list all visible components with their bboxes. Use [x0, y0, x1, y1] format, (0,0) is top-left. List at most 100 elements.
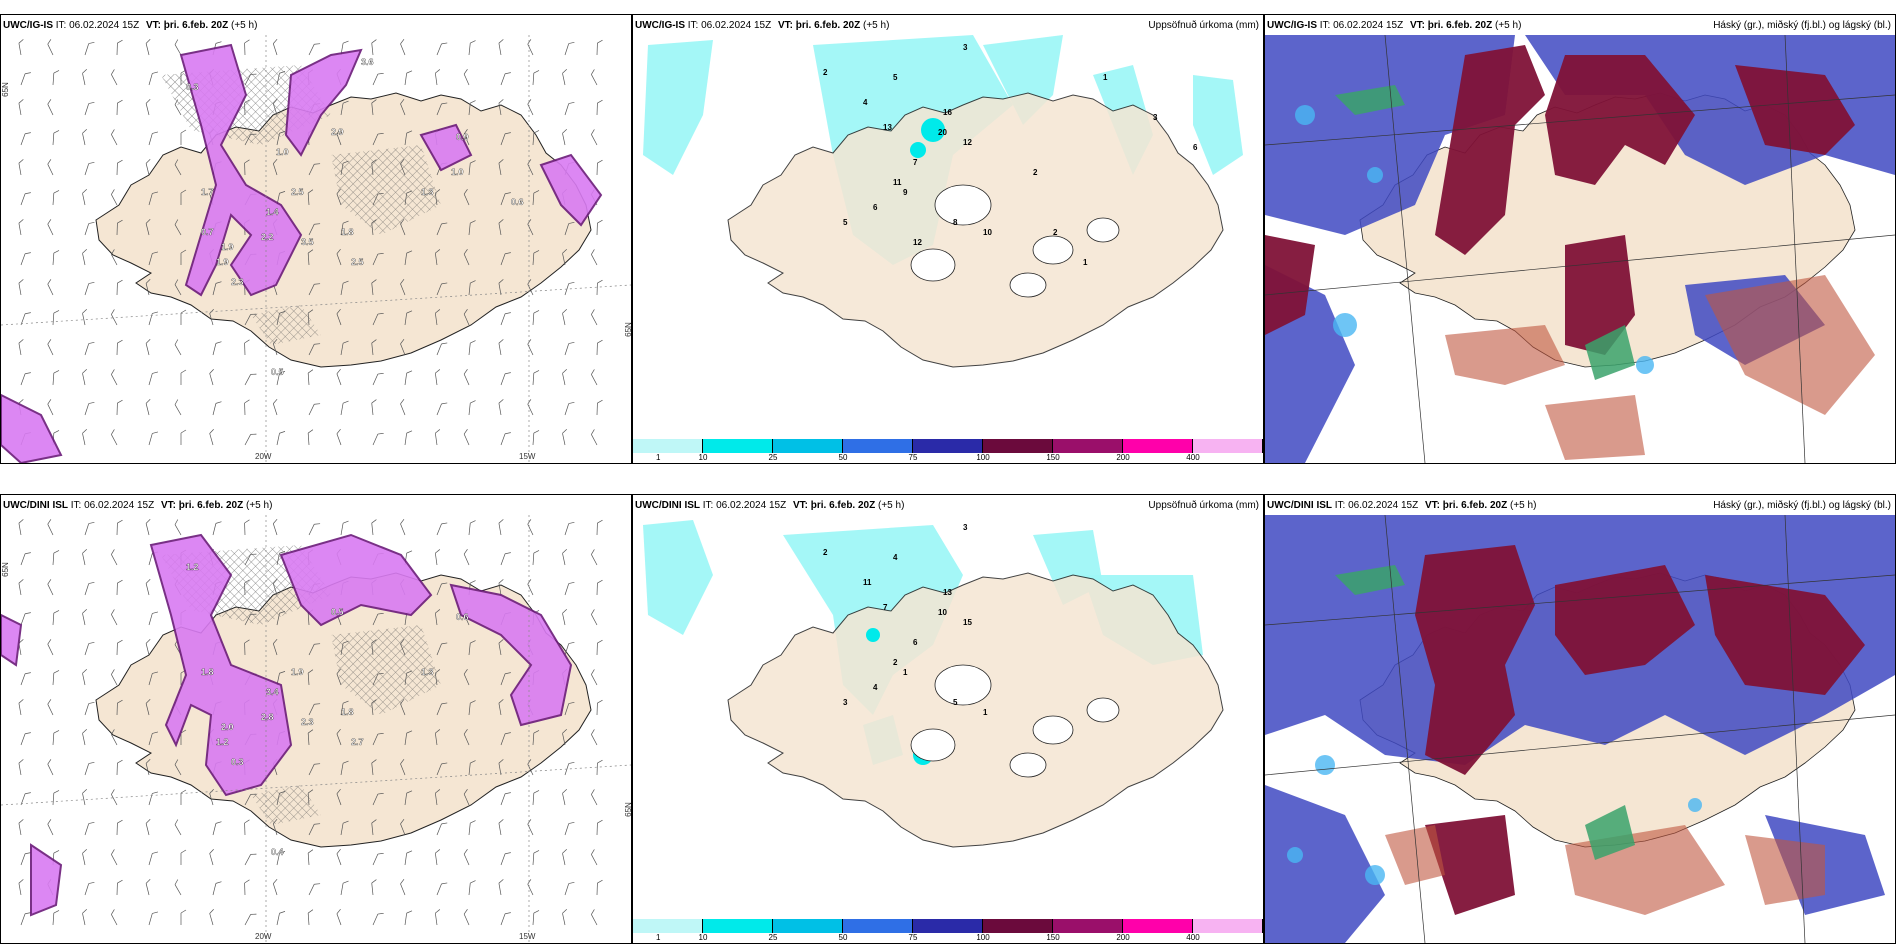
meridian-line: [1784, 35, 1806, 463]
wind-barb: [468, 700, 476, 716]
high-cloud: [1705, 575, 1865, 695]
wind-barb: [244, 793, 257, 806]
wind-barb: [52, 250, 60, 266]
wind-barb: [276, 311, 286, 326]
wind-barb: [244, 613, 257, 626]
low-cloud: [1385, 825, 1445, 885]
wind-barb: [463, 429, 470, 446]
wind-barb: [463, 69, 470, 86]
map-canvas: [1265, 515, 1895, 943]
wind-barb: [308, 403, 321, 416]
wind-barb: [145, 278, 151, 296]
wind-barb: [148, 911, 159, 926]
wind-barb: [591, 549, 598, 566]
wind-barb: [272, 98, 278, 116]
wind-speed-label: 2.8: [261, 712, 274, 722]
colorbar-swatch: [703, 919, 773, 933]
wind-barb: [307, 669, 314, 686]
wind-barb: [564, 581, 575, 596]
wind-barb: [116, 99, 123, 116]
wind-barb: [498, 579, 504, 596]
wind-speed-label: 2.5: [291, 187, 304, 197]
wind-barb: [498, 99, 504, 116]
colorbar-ticks: 1 10 25 50 75 100 150 200 400: [633, 933, 1263, 943]
wind-barb: [436, 102, 448, 116]
wind-barb: [336, 848, 342, 866]
wind-barb: [174, 39, 182, 56]
wind-barb: [308, 703, 321, 716]
wind-barb: [562, 309, 568, 326]
wind-barb: [180, 789, 187, 805]
colorbar-swatch: [633, 439, 703, 453]
model-name: UWC/IG-IS: [1267, 20, 1317, 31]
wind-barb: [52, 910, 60, 926]
high-cloud: [1415, 545, 1535, 775]
wind-barb: [84, 641, 95, 656]
precip-value-label: 3: [963, 523, 968, 532]
init-time: IT: 06.02.2024 15Z: [55, 20, 140, 31]
wind-barb: [463, 849, 470, 866]
wind-barb: [82, 669, 88, 686]
wind-barb: [20, 192, 31, 206]
wind-barb: [52, 190, 60, 206]
wind-barb: [307, 729, 314, 746]
wind-barb: [84, 521, 95, 536]
wind-barb: [400, 519, 406, 536]
wind-barb: [596, 399, 603, 416]
wind-barb: [434, 729, 441, 746]
panel-header: UWC/DINI ISL IT: 06.02.2024 15Z VT: þri.…: [635, 497, 1259, 515]
wind-speed-label: 2.3: [231, 277, 244, 287]
low-cloud: [1445, 325, 1565, 385]
wind-barb: [272, 818, 278, 836]
wind-barb: [308, 283, 321, 296]
wind-barb: [82, 369, 88, 386]
wind-barb: [47, 399, 54, 416]
wind-barb: [18, 39, 24, 56]
wind-barb: [463, 669, 470, 686]
wind-barb: [84, 821, 95, 836]
wind-barb: [434, 309, 441, 326]
precip-value-label: 10: [983, 228, 992, 237]
hatched-area: [251, 785, 321, 825]
high-cloud: [1425, 815, 1515, 915]
wind-barb: [468, 400, 476, 416]
wind-barb: [500, 72, 511, 86]
wind-barb: [434, 549, 441, 566]
wind-barb: [468, 340, 476, 356]
wind-barb: [116, 39, 123, 56]
wind-barb: [148, 611, 159, 626]
wind-barb: [272, 578, 278, 596]
wind-barb: [18, 819, 24, 836]
wind-barb: [244, 853, 257, 866]
colorbar-tick: 50: [838, 453, 848, 462]
wind-barb: [84, 581, 95, 596]
high-cloud: [1435, 45, 1545, 255]
model-name: UWC/IG-IS: [635, 20, 685, 31]
precip-value-label: 7: [913, 158, 918, 167]
wind-barb: [591, 729, 598, 746]
wind-barb: [498, 219, 504, 236]
high-cloud: [1735, 65, 1855, 155]
wind-barb: [308, 343, 321, 356]
wind-barb: [244, 579, 250, 596]
wind-barb: [180, 249, 187, 265]
lat-label: 65N: [0, 82, 10, 97]
precip-value-label: 1: [1103, 73, 1108, 82]
parallel-65n: [1, 764, 631, 806]
wind-barb: [244, 519, 250, 536]
wind-barb: [82, 909, 88, 926]
wind-barb: [562, 429, 568, 446]
valid-time-key: VT:: [777, 20, 793, 31]
iceland-coast: [727, 572, 1224, 848]
wind-barb: [463, 129, 470, 146]
wind-barb: [116, 279, 123, 296]
wind-barb: [209, 848, 214, 866]
wind-barb: [468, 760, 476, 776]
wind-barb: [498, 879, 504, 896]
wind-barb: [111, 669, 118, 686]
wind-barb: [244, 399, 250, 416]
wind-barb: [591, 129, 598, 146]
wind-barb: [174, 759, 182, 776]
wind-speed-label: 0.5: [331, 607, 344, 617]
lon-label: 15W: [519, 932, 536, 941]
